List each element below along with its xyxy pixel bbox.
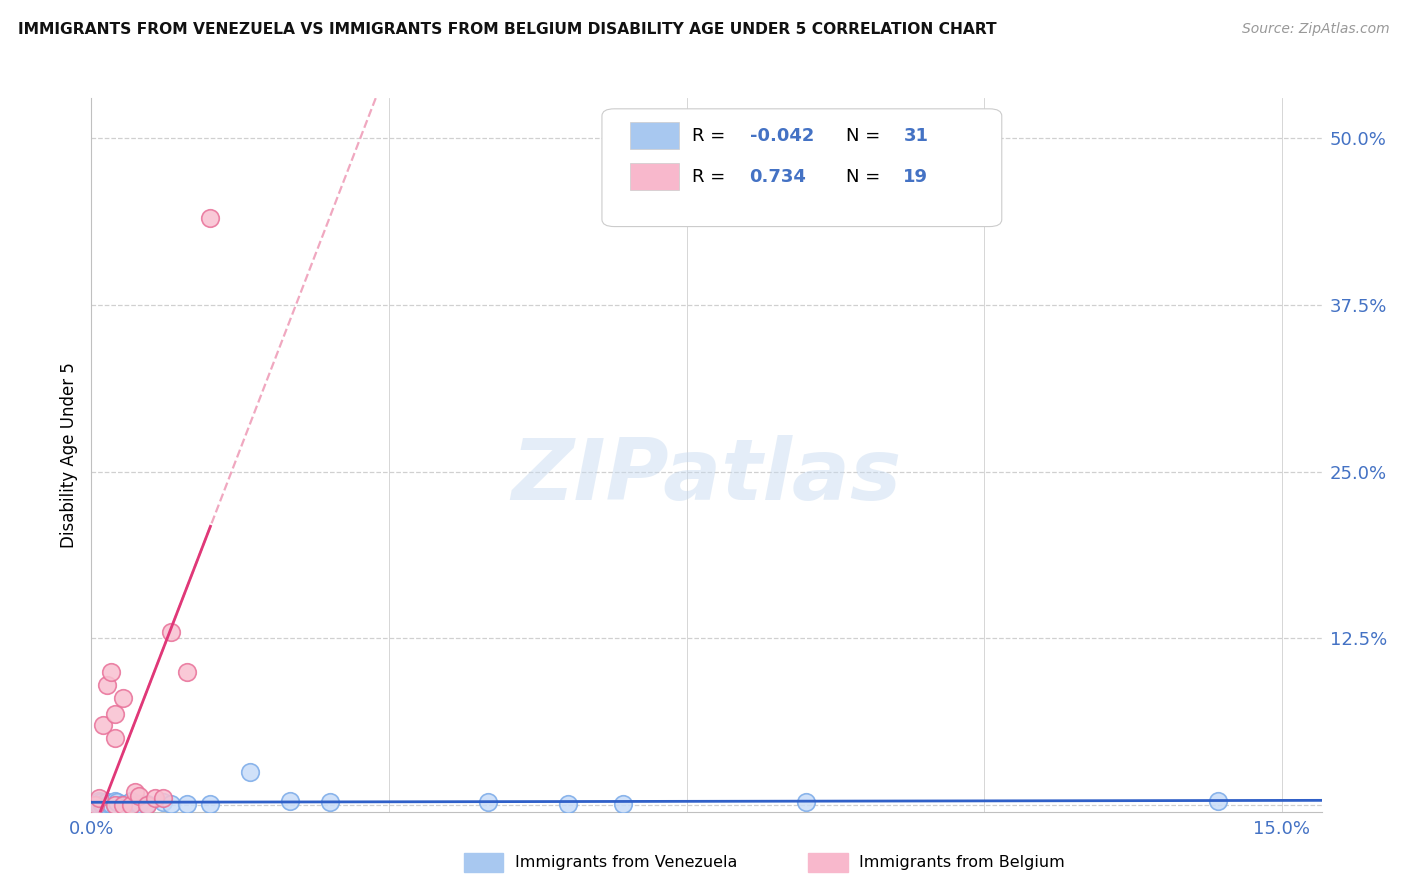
Point	[97, 797, 120, 811]
Point	[1208, 794, 1230, 808]
Point	[87, 797, 110, 811]
Point	[136, 797, 159, 811]
Point	[318, 796, 340, 810]
Point	[477, 796, 499, 810]
FancyBboxPatch shape	[602, 109, 1001, 227]
Point	[104, 707, 127, 722]
Point	[100, 797, 122, 811]
Point	[104, 794, 127, 808]
Text: R =: R =	[692, 127, 731, 145]
Text: -0.042: -0.042	[749, 127, 814, 145]
Point	[128, 797, 150, 811]
Point	[112, 798, 135, 813]
Point	[200, 797, 222, 811]
Point	[159, 624, 181, 639]
Text: ZIPatlas: ZIPatlas	[512, 434, 901, 518]
Point	[128, 789, 150, 803]
Text: Source: ZipAtlas.com: Source: ZipAtlas.com	[1241, 22, 1389, 37]
FancyBboxPatch shape	[630, 163, 679, 190]
Point	[278, 794, 301, 808]
Text: Immigrants from Venezuela: Immigrants from Venezuela	[515, 855, 737, 870]
Point	[104, 731, 127, 746]
Point	[112, 797, 135, 811]
Point	[90, 798, 112, 813]
Point	[112, 691, 135, 706]
Y-axis label: Disability Age Under 5: Disability Age Under 5	[59, 362, 77, 548]
Point	[200, 211, 222, 226]
Text: Immigrants from Belgium: Immigrants from Belgium	[859, 855, 1064, 870]
Point	[84, 798, 107, 813]
Point	[105, 796, 128, 810]
Text: 31: 31	[903, 127, 928, 145]
Point	[159, 797, 181, 811]
Point	[176, 665, 198, 679]
Point	[90, 796, 112, 810]
Point	[94, 796, 117, 810]
Point	[120, 794, 142, 808]
Point	[557, 797, 579, 811]
Point	[91, 718, 114, 732]
Point	[96, 678, 118, 692]
Point	[96, 796, 118, 810]
Point	[794, 796, 817, 810]
Point	[89, 791, 111, 805]
Point	[120, 798, 142, 813]
Point	[239, 764, 262, 779]
Point	[87, 794, 110, 808]
Point	[176, 797, 198, 811]
Point	[91, 797, 114, 811]
Point	[120, 796, 142, 810]
Point	[100, 665, 122, 679]
Text: R =: R =	[692, 168, 731, 186]
Point	[124, 785, 146, 799]
Point	[152, 791, 174, 805]
Point	[612, 797, 634, 811]
FancyBboxPatch shape	[630, 122, 679, 150]
Point	[143, 791, 166, 805]
Text: 19: 19	[903, 168, 928, 186]
Text: 0.734: 0.734	[749, 168, 807, 186]
Point	[104, 798, 127, 813]
Text: N =: N =	[845, 168, 886, 186]
Text: IMMIGRANTS FROM VENEZUELA VS IMMIGRANTS FROM BELGIUM DISABILITY AGE UNDER 5 CORR: IMMIGRANTS FROM VENEZUELA VS IMMIGRANTS …	[18, 22, 997, 37]
Point	[136, 798, 159, 813]
Point	[152, 796, 174, 810]
Point	[89, 798, 111, 813]
Point	[104, 798, 127, 813]
Text: N =: N =	[845, 127, 886, 145]
Point	[96, 798, 118, 813]
